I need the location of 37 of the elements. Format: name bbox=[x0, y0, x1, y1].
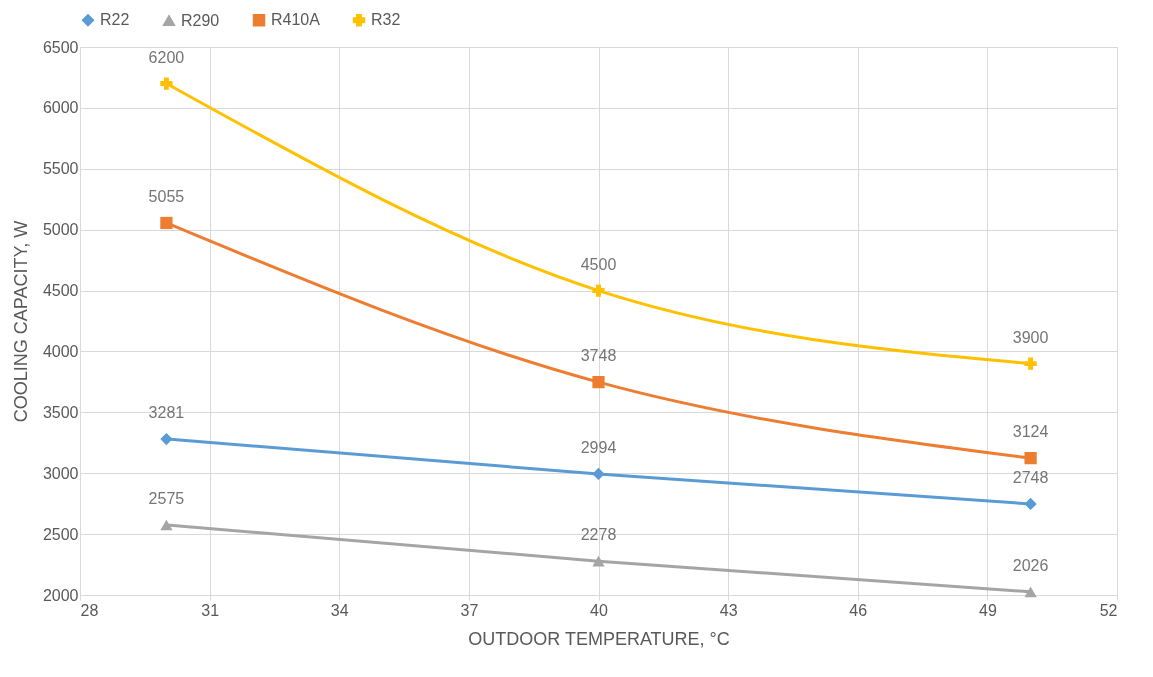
data-label: 2748 bbox=[1012, 468, 1049, 486]
x-tick-label: 46 bbox=[849, 601, 868, 619]
y-tick-label: 4500 bbox=[42, 282, 79, 300]
y-tick-label: 6000 bbox=[42, 99, 79, 117]
y-tick-label: 6500 bbox=[42, 38, 79, 56]
x-tick-label: 49 bbox=[978, 601, 997, 619]
legend-label: R32 bbox=[371, 11, 401, 29]
x-tick-label: 28 bbox=[80, 601, 99, 619]
y-tick-label: 3000 bbox=[42, 464, 79, 482]
data-label: 2575 bbox=[148, 489, 185, 507]
x-tick-label: 37 bbox=[460, 601, 479, 619]
x-tick-label: 31 bbox=[201, 601, 220, 619]
x-tick-label: 43 bbox=[719, 601, 738, 619]
y-tick-label: 3500 bbox=[42, 403, 79, 421]
x-tick-label: 52 bbox=[1099, 601, 1118, 619]
y-axis-title: COOLING CAPACITY, W bbox=[10, 220, 31, 423]
data-label: 2026 bbox=[1012, 556, 1049, 574]
data-label: 3124 bbox=[1012, 423, 1049, 441]
y-tick-label: 2000 bbox=[42, 586, 79, 604]
y-tick-label: 4000 bbox=[42, 342, 79, 360]
legend-label: R22 bbox=[100, 11, 130, 29]
legend-label: R290 bbox=[181, 11, 220, 29]
data-label: 4500 bbox=[580, 255, 617, 273]
data-label: 5055 bbox=[148, 187, 185, 205]
data-label: 6200 bbox=[148, 48, 185, 66]
data-label: 3281 bbox=[148, 404, 185, 421]
legend-label: R410A bbox=[271, 11, 321, 29]
x-axis-title: OUTDOOR TEMPERATURE, °C bbox=[468, 628, 730, 649]
data-label: 2278 bbox=[580, 526, 617, 544]
x-tick-label: 34 bbox=[330, 601, 349, 619]
y-tick-label: 2500 bbox=[42, 525, 79, 543]
data-label: 3748 bbox=[580, 347, 617, 365]
data-label: 3900 bbox=[1012, 328, 1049, 346]
y-tick-label: 5500 bbox=[42, 160, 79, 178]
x-tick-label: 40 bbox=[590, 601, 608, 619]
y-tick-label: 5000 bbox=[42, 221, 79, 239]
data-label: 2994 bbox=[580, 438, 617, 456]
